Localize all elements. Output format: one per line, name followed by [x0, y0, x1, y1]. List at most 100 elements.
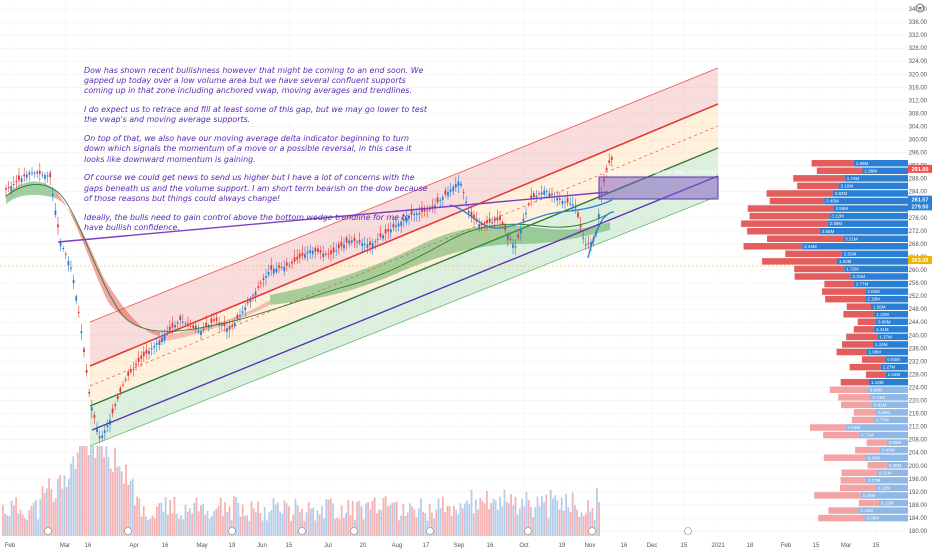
event-marker-icon[interactable]	[350, 527, 358, 535]
candle-body	[168, 326, 171, 331]
candle-body	[465, 201, 468, 204]
x-tick-label: May	[196, 543, 207, 549]
ma-ribbon-green	[6, 181, 55, 204]
volume-bar	[290, 520, 292, 536]
volume-bar	[384, 496, 387, 536]
candle-body	[262, 278, 265, 280]
price-axis[interactable]: 180.00 184.00 188.00 192.00 196.00 200.00 204.…	[909, 7, 928, 535]
candle-body	[306, 251, 309, 254]
volume-bar	[340, 505, 343, 536]
volume-bar	[125, 464, 127, 536]
volume-bar	[455, 510, 457, 536]
volume-bar	[593, 520, 596, 536]
volume-bar	[477, 509, 479, 536]
profile-bar-label: 2.10M	[841, 183, 854, 188]
profile-bar-buy	[886, 462, 908, 469]
profile-bar-buy	[874, 326, 908, 333]
volume-bar	[314, 520, 317, 536]
candle-body	[397, 223, 400, 227]
profile-bar-label: 2.31M	[853, 274, 866, 279]
volume-bar	[508, 503, 510, 536]
profile-bar-label: 0.86M	[870, 387, 883, 392]
candle-body	[452, 186, 455, 191]
candle-body	[431, 206, 434, 208]
settings-icon[interactable]	[915, 3, 925, 13]
event-marker-icon[interactable]	[684, 527, 692, 535]
price-tag-label: 291.00	[912, 167, 929, 173]
volume-bar	[439, 507, 442, 536]
volume-bar	[158, 503, 160, 536]
candle-body	[324, 253, 327, 255]
candle-body	[569, 203, 572, 205]
x-tick-label: Mar	[60, 543, 70, 549]
candle-body	[337, 244, 340, 249]
candle-body	[70, 267, 72, 269]
profile-bar-sell	[762, 258, 837, 265]
volume-bar	[591, 508, 594, 536]
volume-bar	[587, 500, 589, 536]
profile-bar-buy	[878, 499, 908, 507]
y-tick-label: 272.00	[909, 229, 928, 235]
volume-bar	[554, 495, 556, 536]
price-tag	[908, 195, 932, 204]
volume-bar	[497, 509, 499, 536]
volume-bar	[184, 504, 187, 536]
volume-bar	[424, 513, 427, 536]
candle-body	[382, 235, 384, 239]
candle-body	[353, 237, 356, 242]
event-marker-icon[interactable]	[426, 527, 434, 535]
candle-body	[150, 348, 153, 350]
event-marker-icon[interactable]	[588, 527, 596, 535]
volume-bar	[182, 519, 185, 536]
volume-bar	[160, 502, 163, 536]
y-tick-label: 328.00	[909, 46, 928, 52]
volume-bar	[228, 506, 231, 536]
candle-body	[72, 280, 75, 284]
volume-bar	[406, 512, 409, 536]
candle-body	[491, 221, 494, 224]
volume-bar	[543, 502, 545, 536]
event-marker-icon[interactable]	[228, 527, 236, 535]
volume-bar	[79, 446, 81, 536]
y-tick-label: 316.00	[909, 85, 928, 91]
volume-bar	[54, 497, 57, 536]
volume-bar	[362, 519, 365, 536]
candlesticks	[5, 153, 613, 444]
event-marker-icon[interactable]	[524, 527, 532, 535]
volume-bar	[281, 513, 284, 536]
volume-bar	[272, 497, 275, 536]
volume-bar	[145, 516, 147, 536]
event-marker-icon[interactable]	[124, 527, 132, 535]
y-tick-label: 200.00	[909, 464, 928, 470]
candle-body	[246, 301, 249, 304]
price-tag-label: 281.57	[912, 198, 929, 204]
profile-bar-label: 1.41M	[876, 327, 889, 332]
candle-body	[116, 396, 119, 400]
candle-body	[467, 210, 470, 213]
profile-bar-label: 2.65M	[822, 229, 835, 234]
y-tick-label: 276.00	[909, 216, 928, 222]
profile-bar-sell	[836, 348, 867, 356]
profile-bar-sell	[853, 326, 875, 333]
volume-bar	[4, 513, 6, 536]
volume-bar	[123, 483, 125, 536]
volume-bar	[167, 514, 169, 536]
candle-body	[447, 192, 449, 197]
candle-body	[124, 379, 127, 381]
open-gap-zone[interactable]	[598, 176, 719, 200]
y-tick-label: 196.00	[909, 477, 928, 483]
profile-bar-label: 0.43M	[868, 455, 881, 460]
event-marker-icon[interactable]	[44, 527, 52, 535]
candle-body	[142, 351, 145, 357]
volume-bar	[127, 484, 130, 536]
time-axis[interactable]: Feb Mar 16 Apr 16 May 19 Jun 15 Jul 20 Aug 17 Sep 16 Oc…	[5, 543, 880, 549]
candle-body	[525, 212, 527, 215]
candle-body	[291, 261, 293, 264]
profile-bar-label: 2.18M	[867, 297, 880, 302]
volume-bar	[180, 515, 182, 536]
candle-body	[270, 265, 273, 270]
event-marker-icon[interactable]	[298, 527, 306, 535]
profile-bar-buy	[843, 235, 908, 242]
volume-bar	[395, 501, 398, 536]
